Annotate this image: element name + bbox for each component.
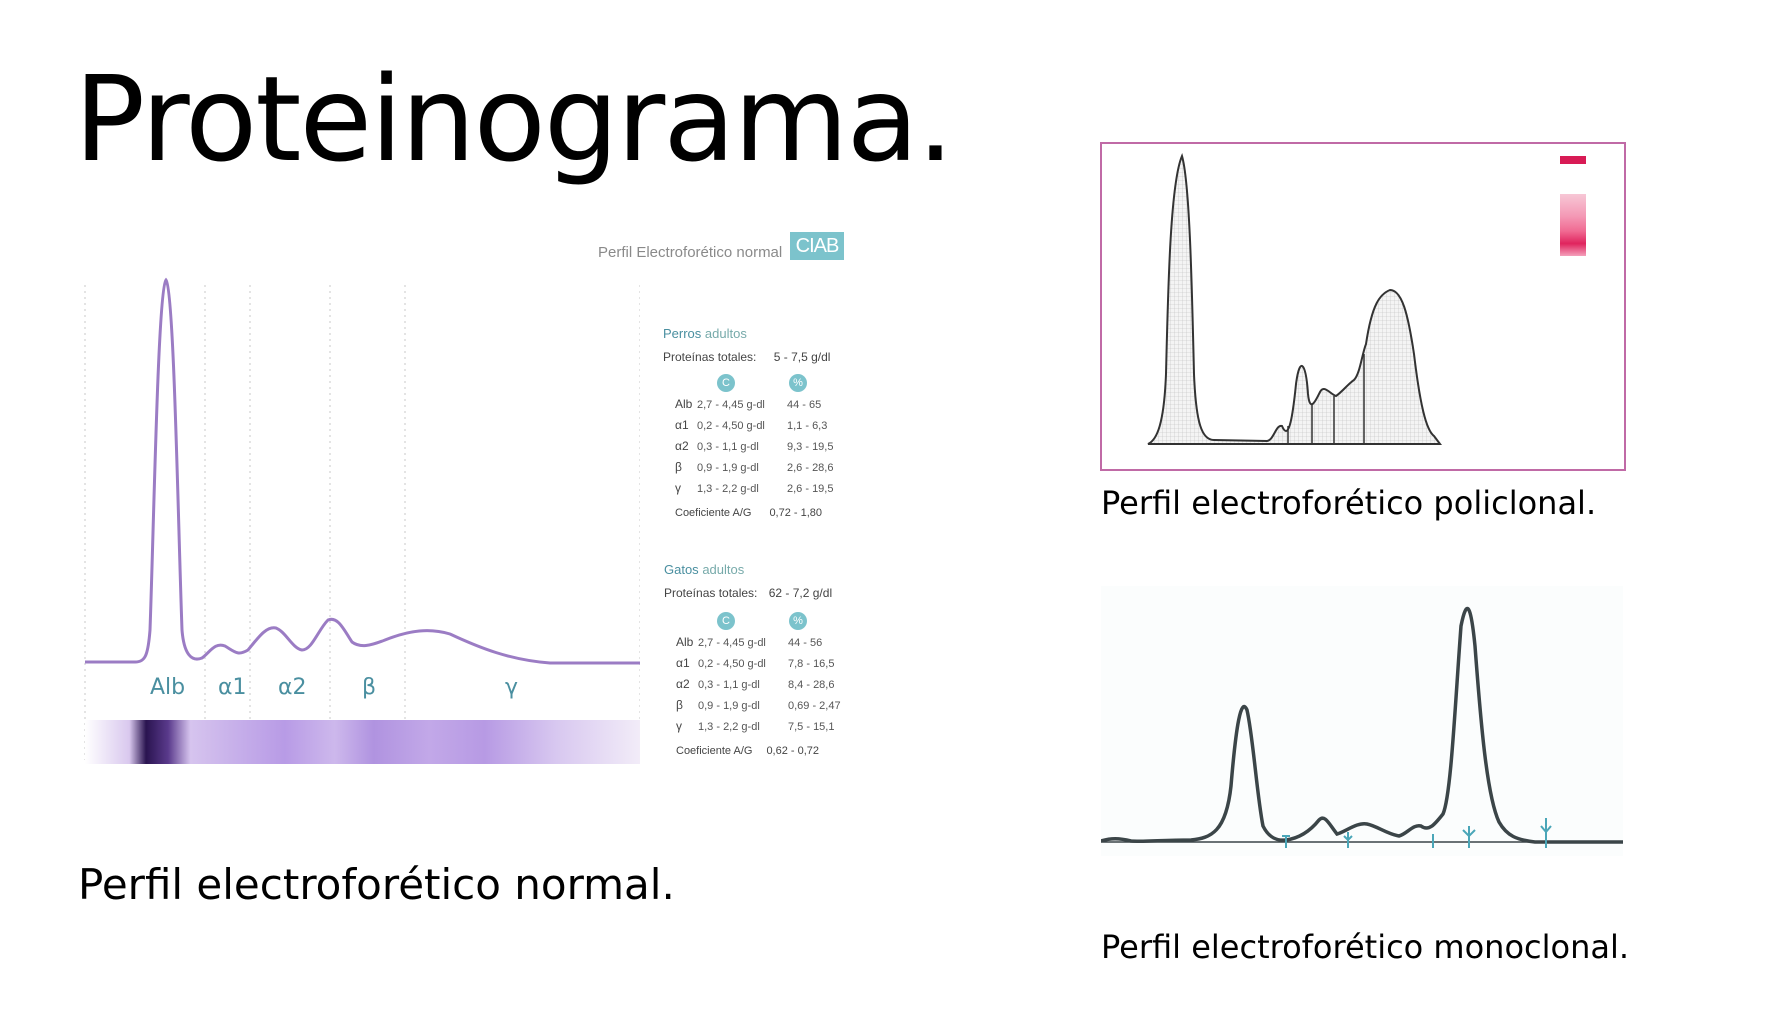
fraction-label-alb: Alb (150, 675, 185, 700)
monoclonal-curve (1101, 606, 1623, 844)
cats-row: γ 1,3 - 2,2 g-dl 7,5 - 15,1 (676, 719, 835, 733)
fraction-label-gamma: γ (505, 675, 518, 700)
reference-table-dogs: Perros adultos (663, 326, 747, 341)
electrophoresis-band (85, 720, 640, 764)
page-title: Proteinograma. (74, 50, 954, 188)
fraction-label-alpha2: α2 (278, 675, 307, 700)
monoclonal-electropherogram (1101, 586, 1623, 856)
dogs-col-pct-badge: % (789, 374, 807, 392)
polyclonal-curve (1147, 153, 1442, 445)
band-gamma (1560, 194, 1586, 256)
cats-row: α2 0,3 - 1,1 g-dl 8,4 - 28,6 (676, 677, 835, 691)
dogs-row: β 0,9 - 1,9 g-dl 2,6 - 28,6 (675, 460, 834, 474)
polyclonal-electropherogram (1100, 142, 1626, 471)
dogs-row: α1 0,2 - 4,50 g-dl 1,1 - 6,3 (675, 418, 828, 432)
band-albumin (1560, 156, 1586, 164)
cats-row: Alb 2,7 - 4,45 g-dl 44 - 56 (676, 635, 823, 649)
fraction-label-alpha1: α1 (218, 675, 247, 700)
cats-title: Gatos adultos (664, 562, 745, 577)
cats-coef: Coeficiente A/G 0,62 - 0,72 (676, 745, 820, 757)
figure-header-label: Perfil Electroforético normal (598, 244, 783, 261)
caption-monoclonal: Perfil electroforético monoclonal. (1101, 928, 1630, 966)
caption-polyclonal: Perfil electroforético policlonal. (1101, 484, 1597, 522)
fraction-dividers (84, 285, 640, 760)
dogs-coef: Coeficiente A/G 0,72 - 1,80 (675, 507, 823, 519)
cats-col-pct-badge: % (789, 612, 807, 630)
ciab-logo: CIAB (790, 232, 844, 260)
dogs-col-c-badge: C (717, 374, 735, 392)
fraction-markers (1282, 818, 1552, 848)
dogs-title: Perros adultos (663, 326, 747, 341)
dogs-row: Alb 2,7 - 4,45 g-dl 44 - 65 (675, 397, 822, 411)
cats-row: α1 0,2 - 4,50 g-dl 7,8 - 16,5 (676, 656, 835, 670)
dogs-row: α2 0,3 - 1,1 g-dl 9,3 - 19,5 (675, 439, 834, 453)
cats-col-c-badge: C (717, 612, 735, 630)
normal-curve (85, 277, 640, 665)
cats-total: Proteínas totales: 62 - 7,2 g/dl (664, 586, 833, 600)
caption-normal: Perfil electroforético normal. (78, 860, 675, 909)
fraction-label-beta: β (362, 675, 376, 700)
cats-row: β 0,9 - 1,9 g-dl 0,69 - 2,47 (676, 698, 841, 712)
normal-electropherogram: Alb α1 α2 β γ (84, 277, 640, 764)
dogs-total: Proteínas totales: 5 - 7,5 g/dl (663, 350, 831, 364)
dogs-row: γ 1,3 - 2,2 g-dl 2,6 - 19,5 (675, 481, 834, 495)
